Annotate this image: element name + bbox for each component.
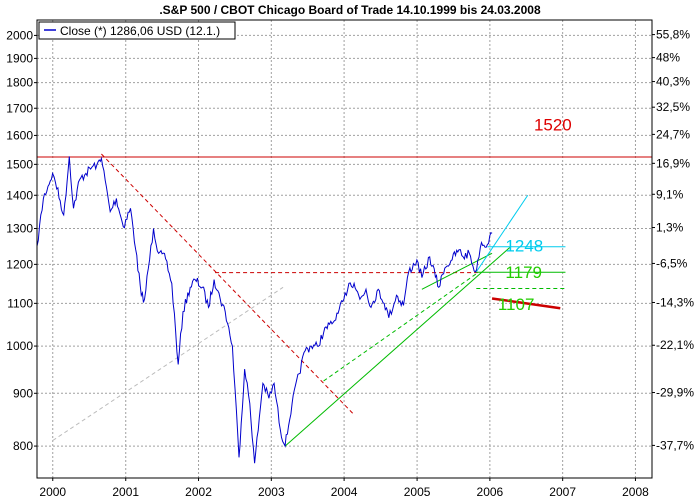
- x-tick-label: 2004: [331, 485, 358, 499]
- y-tick-label-left: 800: [13, 439, 33, 453]
- y-tick-label-left: 1500: [6, 157, 33, 171]
- x-tick-label: 2001: [112, 485, 139, 499]
- y-tick-label-left: 1600: [6, 128, 33, 142]
- y-tick-label-right: -14,3%: [656, 295, 694, 309]
- x-tick-label: 2000: [39, 485, 66, 499]
- y-tick-label-left: 1400: [6, 188, 33, 202]
- y-tick-label-right: -6,5%: [656, 256, 688, 270]
- annotation-label-1179: 1179: [505, 263, 542, 282]
- y-tick-label-left: 900: [13, 386, 33, 400]
- y-tick-label-right: 24,7%: [656, 127, 690, 141]
- y-tick-label-left: 1000: [6, 339, 33, 353]
- y-tick-label-right: 9,1%: [656, 187, 684, 201]
- x-tick-label: 2007: [549, 485, 576, 499]
- legend-frame: [38, 21, 236, 40]
- y-tick-label-right: 1,3%: [656, 221, 684, 235]
- y-tick-label-left: 2000: [6, 28, 33, 42]
- y-tick-label-right: -37,7%: [656, 438, 694, 452]
- y-tick-label-left: 1300: [6, 221, 33, 235]
- x-tick-label: 2003: [258, 485, 285, 499]
- annotation-label-1107: 1107: [498, 295, 535, 314]
- y-tick-label-right: 16,9%: [656, 156, 690, 170]
- y-tick-label-right: 55,8%: [656, 28, 690, 42]
- annotation-label-1248: 1248: [505, 236, 543, 255]
- y-tick-label-right: -22,1%: [656, 338, 694, 352]
- legend-label: Close (*) 1286,06 USD (12.1.): [60, 24, 220, 38]
- annotations: 1520 1248 1179 1107: [498, 115, 572, 314]
- y-tick-label-right: -29,9%: [656, 386, 694, 400]
- y-tick-label-left: 1900: [6, 51, 33, 65]
- chart-title: .S&P 500 / CBOT Chicago Board of Trade 1…: [159, 3, 541, 17]
- trend-lines: [37, 153, 652, 447]
- trend-line-channel-cyan: [475, 194, 529, 273]
- trend-line-uptrend-upper: [421, 252, 493, 290]
- trend-line-projection-red: [491, 297, 561, 310]
- x-tick-label: 2005: [404, 485, 431, 499]
- y-tick-label-left: 1200: [6, 257, 33, 271]
- axes: 2000 1900 1800 1700 1600 1500 1400 1300 1200 1100…: [6, 28, 694, 499]
- y-tick-label-left: 1100: [7, 296, 33, 310]
- x-tick-label: 2008: [622, 485, 649, 499]
- x-tick-label: 2002: [185, 485, 212, 499]
- y-tick-label-right: 48%: [656, 51, 680, 65]
- trend-line-downtrend: [101, 153, 354, 415]
- trend-line-uptrend-main: [284, 246, 511, 447]
- y-tick-label-right: 40,3%: [656, 75, 690, 89]
- trend-line-uptrend-dashed: [323, 273, 477, 382]
- x-tick-label: 2006: [477, 485, 504, 499]
- trend-line-gray-diagonal: [52, 286, 284, 441]
- annotation-label-1520: 1520: [534, 115, 572, 134]
- series-line-close: [36, 156, 493, 464]
- series-layer: [36, 156, 493, 464]
- y-tick-label-left: 1800: [6, 76, 33, 90]
- grid: [37, 20, 652, 478]
- y-tick-label-right: 32,5%: [656, 100, 690, 114]
- y-tick-label-left: 1700: [6, 101, 33, 115]
- legend: Close (*) 1286,06 USD (12.1.): [38, 21, 236, 40]
